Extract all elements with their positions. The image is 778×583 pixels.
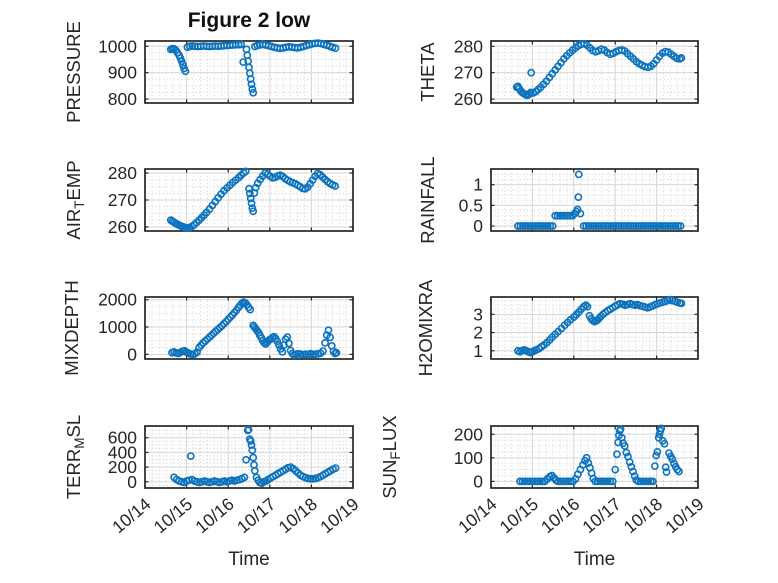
- data-markers: [166, 39, 340, 97]
- svg-text:0.5: 0.5: [459, 195, 483, 215]
- data-markers: [514, 170, 685, 230]
- x-axis-label-right: Time: [573, 549, 616, 570]
- svg-text:10/17: 10/17: [578, 494, 624, 537]
- svg-text:400: 400: [108, 442, 137, 462]
- plot-background: [491, 169, 698, 231]
- data-markers: [514, 295, 686, 357]
- svg-text:10/17: 10/17: [233, 494, 279, 537]
- y-tick-labels: 0 1000 2000: [98, 290, 137, 365]
- major-grid: [491, 297, 698, 359]
- svg-text:270: 270: [108, 190, 137, 210]
- y-axis-label: MIXDEPTH: [61, 280, 82, 376]
- x-axis-label-left: Time: [228, 549, 270, 570]
- svg-text:100: 100: [454, 448, 483, 468]
- svg-text:270: 270: [454, 63, 483, 83]
- figure-title: Figure 2 low: [187, 9, 311, 32]
- tick-marks: [490, 41, 699, 103]
- y-tick-labels: 00.51: [459, 175, 484, 236]
- major-grid: [491, 41, 698, 103]
- svg-text:280: 280: [108, 163, 137, 183]
- y-axis-label: THETA: [417, 42, 438, 102]
- svg-text:10/15: 10/15: [150, 494, 196, 537]
- data-markers: [516, 424, 683, 486]
- svg-text:0: 0: [127, 472, 137, 492]
- svg-text:10/19: 10/19: [661, 494, 707, 537]
- y-axis-label: SUNFLUX: [379, 415, 403, 498]
- subplot-rainfall: 00.51 RAINFALL: [417, 156, 699, 244]
- y-axis-label: RAINFALL: [417, 156, 438, 243]
- y-axis-label: H2OMIXRA: [415, 279, 436, 376]
- svg-text:10/14: 10/14: [108, 494, 155, 538]
- svg-text:10/18: 10/18: [275, 494, 321, 537]
- svg-text:10/18: 10/18: [620, 494, 666, 537]
- axes-frame: [490, 425, 699, 489]
- svg-text:1: 1: [473, 175, 483, 195]
- svg-text:1000: 1000: [98, 36, 137, 56]
- y-axis-label: TERRMSL: [63, 415, 87, 499]
- minor-grid: [145, 297, 353, 359]
- svg-text:260: 260: [454, 89, 483, 109]
- y-axis-label: AIRTEMP: [63, 160, 87, 239]
- svg-text:800: 800: [108, 89, 137, 109]
- tick-marks: [144, 426, 354, 488]
- tick-marks: [490, 297, 699, 359]
- subplot-theta: 260 270 280 THETA: [417, 36, 699, 109]
- svg-text:600: 600: [108, 428, 137, 448]
- y-axis-label: PRESSURE: [63, 21, 84, 123]
- svg-text:3: 3: [473, 304, 483, 324]
- svg-text:200: 200: [454, 424, 483, 444]
- svg-text:10/16: 10/16: [537, 494, 583, 537]
- data-markers: [168, 298, 341, 360]
- y-tick-labels: 123: [473, 304, 483, 360]
- svg-text:10/14: 10/14: [454, 494, 501, 538]
- y-tick-labels: 260 270 280: [108, 163, 137, 237]
- axes-frame: [490, 296, 699, 360]
- data-markers: [512, 39, 686, 100]
- svg-text:10/19: 10/19: [316, 494, 362, 537]
- axes-frame: [144, 40, 354, 104]
- axes-frame: [144, 296, 354, 360]
- svg-text:1: 1: [473, 341, 483, 361]
- subplot-h2omixra: 123 H2OMIXRA: [415, 279, 699, 376]
- subplot-mixdepth: 0 1000 2000 MIXDEPTH: [61, 280, 354, 376]
- minor-grid: [145, 41, 353, 103]
- svg-text:0: 0: [127, 344, 137, 364]
- y-tick-labels: 260 270 280: [454, 36, 483, 109]
- y-tick-labels: 800 900 1000: [98, 36, 137, 109]
- data-markers: [166, 167, 339, 232]
- svg-text:280: 280: [454, 36, 483, 56]
- subplot-pressure: 800 900 1000 PRESSURE: [63, 21, 354, 123]
- svg-text:0: 0: [473, 216, 483, 236]
- subplot-air-temp: 260 270 280 AIRTEMP: [63, 160, 354, 240]
- data-markers: [170, 425, 340, 488]
- svg-text:200: 200: [108, 457, 137, 477]
- svg-text:260: 260: [108, 217, 137, 237]
- svg-text:10/16: 10/16: [191, 494, 237, 537]
- plot-background: [491, 297, 698, 359]
- minor-grid: [145, 169, 353, 231]
- axes-frame: [490, 40, 699, 104]
- axes-frame: [490, 168, 699, 232]
- svg-text:1000: 1000: [98, 317, 137, 337]
- svg-text:2000: 2000: [98, 290, 137, 310]
- svg-text:0: 0: [473, 471, 483, 491]
- svg-text:2: 2: [473, 323, 483, 343]
- svg-text:10/15: 10/15: [496, 494, 542, 537]
- svg-text:900: 900: [108, 63, 137, 83]
- y-tick-labels: 0 100 200: [454, 424, 483, 491]
- subplot-terr-msl: 020040060010/1410/1510/1610/1710/1810/19…: [63, 415, 363, 537]
